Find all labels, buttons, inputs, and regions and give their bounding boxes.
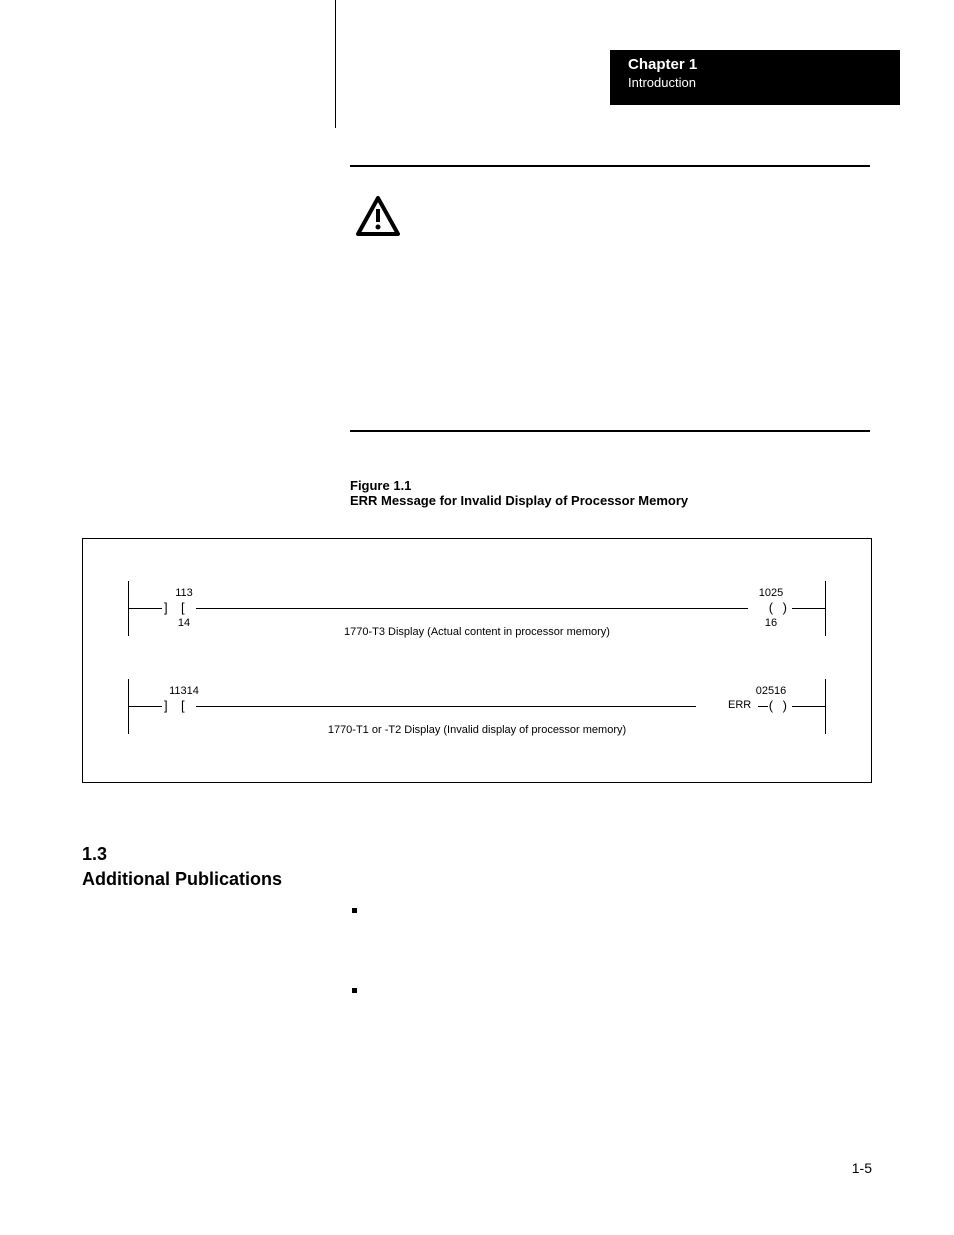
- ladder-rung-1: 113 ] [ 14 1025 ( ) 16 1770-T3 Display (…: [128, 581, 826, 646]
- figure-title-text: ERR Message for Invalid Display of Proce…: [350, 493, 688, 508]
- contact-bracket-left: ]: [164, 698, 168, 713]
- warning-box-bottom-rule: [350, 430, 870, 432]
- address-top: 02516: [746, 685, 796, 697]
- chapter-header: Chapter 1 Introduction: [610, 50, 900, 105]
- section-heading: 1.3 Additional Publications: [82, 844, 282, 890]
- rung-seg: [128, 608, 162, 609]
- address-top: 113: [164, 587, 204, 599]
- rung-seg: [758, 706, 768, 707]
- page-number: 1-5: [852, 1160, 872, 1176]
- contact-bracket-left: ]: [164, 600, 168, 615]
- coil-symbol: ( ): [769, 600, 790, 615]
- err-label: ERR: [728, 699, 751, 711]
- figure-caption: Figure 1.1 ERR Message for Invalid Displ…: [350, 478, 688, 508]
- address-top: 1025: [746, 587, 796, 599]
- chapter-label: Chapter 1: [628, 56, 882, 73]
- figure-diagram: 113 ] [ 14 1025 ( ) 16 1770-T3 Display (…: [82, 538, 872, 783]
- ladder-rung-2: 11314 ] [ ERR 02516 ( ) 1770-T1 or -T2 D…: [128, 679, 826, 744]
- vertical-rule: [335, 0, 336, 128]
- section-title: Additional Publications: [82, 869, 282, 889]
- rung-description: 1770-T1 or -T2 Display (Invalid display …: [128, 724, 826, 736]
- rung-seg: [128, 706, 162, 707]
- rung-seg: [792, 608, 826, 609]
- rung-seg: [196, 706, 696, 707]
- figure-label: Figure 1.1: [350, 478, 688, 493]
- rung-description: 1770-T3 Display (Actual content in proce…: [128, 626, 826, 638]
- warning-icon: [355, 195, 401, 237]
- rung-seg: [792, 706, 826, 707]
- coil-symbol: ( ): [769, 698, 790, 713]
- chapter-subtitle: Introduction: [628, 75, 882, 90]
- address-top: 11314: [164, 685, 204, 697]
- bullet-icon: [352, 988, 357, 993]
- rung-seg: [196, 608, 748, 609]
- bullet-icon: [352, 908, 357, 913]
- contact-bracket-right: [: [181, 600, 185, 615]
- warning-box-top-rule: [350, 165, 870, 167]
- section-number: 1.3: [82, 844, 282, 865]
- contact-bracket-right: [: [181, 698, 185, 713]
